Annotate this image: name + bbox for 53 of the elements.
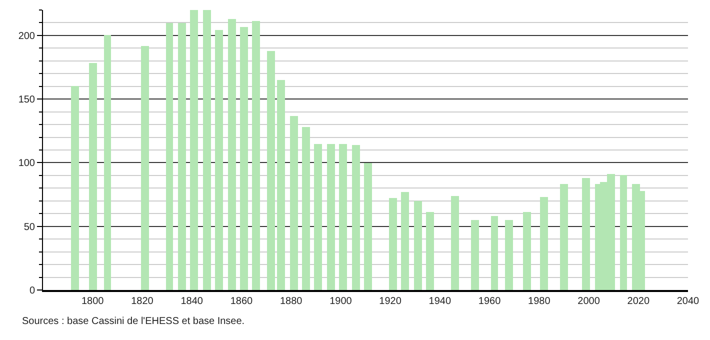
x-tick-label: 2000 xyxy=(578,296,600,307)
bar xyxy=(451,196,459,290)
bar xyxy=(302,127,310,290)
bar xyxy=(71,86,79,290)
x-tick-label: 1800 xyxy=(81,296,104,307)
bar xyxy=(523,212,531,290)
y-tick-label: 0 xyxy=(29,286,36,296)
bar xyxy=(426,212,434,290)
bar xyxy=(505,220,513,290)
bar xyxy=(352,145,360,290)
bar xyxy=(389,198,397,290)
x-tick-label: 1960 xyxy=(478,296,502,307)
y-tick-label: 200 xyxy=(18,30,36,42)
bar xyxy=(215,30,223,290)
x-tick-label: 2020 xyxy=(627,296,650,307)
bar xyxy=(178,23,186,290)
bar xyxy=(314,144,322,290)
x-tick-label: 1920 xyxy=(379,296,402,307)
x-tick-label: 1860 xyxy=(230,296,254,307)
bar xyxy=(104,35,111,290)
bar xyxy=(240,27,248,290)
bar xyxy=(228,19,236,290)
source-note: Sources : base Cassini de l'EHESS et base Insee. xyxy=(22,316,245,327)
bar xyxy=(327,144,335,290)
x-tick-label: 1840 xyxy=(180,296,204,307)
bar xyxy=(89,63,97,290)
bar xyxy=(339,144,347,290)
y-tick-label: 150 xyxy=(18,94,36,106)
bar xyxy=(166,23,173,290)
bar xyxy=(414,201,422,290)
x-tick-label: 1880 xyxy=(280,296,303,307)
bar xyxy=(203,10,211,290)
bar xyxy=(141,46,149,290)
x-tick-label: 1980 xyxy=(528,296,551,307)
bar xyxy=(364,163,372,290)
bar xyxy=(582,178,590,290)
bar xyxy=(290,116,298,290)
bar xyxy=(620,175,627,290)
bar xyxy=(277,80,285,290)
bar xyxy=(540,197,548,290)
x-tick-label: 1820 xyxy=(131,296,154,307)
y-tick-label: 50 xyxy=(24,222,36,233)
x-tick-label: 1900 xyxy=(330,296,352,307)
x-tick-label: 2040 xyxy=(676,296,700,307)
bar xyxy=(491,216,498,290)
bar xyxy=(190,10,198,290)
bar xyxy=(401,192,409,290)
bar xyxy=(560,184,568,290)
bar xyxy=(252,21,260,290)
y-tick-label: 100 xyxy=(18,158,36,170)
bar xyxy=(267,51,275,290)
x-tick-label: 1940 xyxy=(428,296,452,307)
bar xyxy=(471,220,479,290)
